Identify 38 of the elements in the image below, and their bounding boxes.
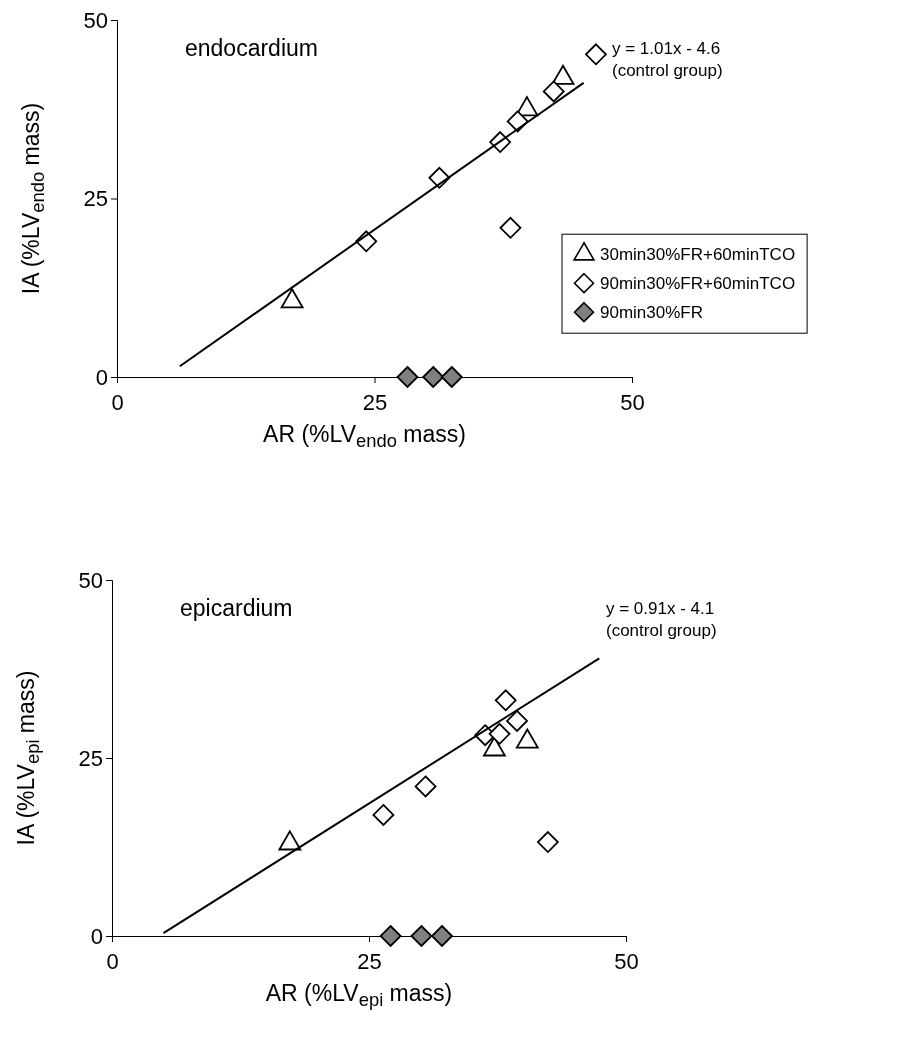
y-tick-label: 50 — [83, 7, 108, 33]
point — [379, 925, 402, 947]
point — [506, 710, 528, 732]
x-tick-label: 50 — [620, 390, 645, 416]
point — [422, 366, 445, 388]
y-tick-label: 25 — [78, 745, 103, 771]
point — [396, 366, 419, 388]
point — [431, 925, 453, 947]
y-tick-label: 25 — [83, 186, 108, 212]
point — [440, 366, 463, 388]
point — [488, 722, 511, 745]
y-tick-label: 0 — [90, 923, 103, 949]
text: endocardium — [185, 35, 318, 61]
annotation: y = 1.01x - 4.6 — [612, 39, 721, 58]
point — [410, 925, 433, 947]
point — [585, 43, 607, 66]
x-tick-label: 0 — [111, 390, 124, 416]
point — [494, 689, 517, 712]
x-axis-title: AR (%LV$_{endo}$ mass) — [263, 421, 466, 452]
x-tick-label: 25 — [357, 949, 382, 975]
legend-label: 90min30%FR — [600, 303, 703, 323]
point — [414, 775, 437, 798]
annotation: (control group) — [612, 61, 723, 80]
legend-label: 30min30%FR+60minTCO — [600, 245, 796, 265]
legend-label: 90min30%FR+60minTCO — [600, 274, 796, 294]
x-axis-title: AR (%LV$_{epi}$ mass) — [265, 980, 453, 1011]
point — [536, 831, 559, 853]
y-tick-label: 50 — [78, 567, 103, 593]
annotation: y = 0.91x - 4.1 — [606, 599, 715, 618]
point — [506, 110, 529, 133]
x-tick-label: 50 — [614, 949, 639, 975]
annotation: (control group) — [606, 621, 717, 640]
point — [372, 804, 395, 826]
point — [542, 80, 565, 103]
text: epicardium — [180, 595, 293, 621]
y-tick-label: 0 — [95, 364, 108, 390]
point — [499, 216, 522, 239]
x-tick-label: 25 — [362, 390, 388, 416]
